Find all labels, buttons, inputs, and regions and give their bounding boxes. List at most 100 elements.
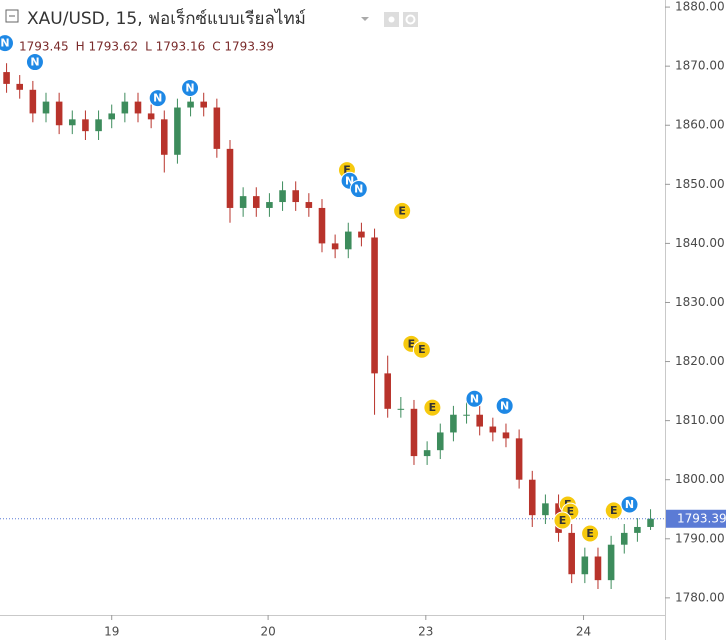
event-marker-label: N: [30, 56, 39, 69]
event-marker: [25, 53, 44, 72]
ohlc-legend: 1793.45 H 1793.62 L 1793.16 C 1793.39: [19, 40, 274, 54]
event-marker-label: N: [185, 82, 194, 95]
candle-body: [331, 243, 339, 250]
candle-body: [279, 190, 286, 203]
y-tick-label: 1870.00: [675, 59, 725, 73]
candle-body: [42, 101, 50, 114]
y-tick-label: 1790.00: [675, 531, 725, 545]
event-marker: [495, 396, 514, 415]
candle-body: [371, 237, 378, 374]
candle-body: [55, 101, 63, 126]
ohlc-value: 1793.45: [19, 40, 69, 54]
event-marker: [148, 89, 167, 108]
candle-body: [134, 101, 142, 114]
candle-body: [528, 479, 536, 516]
event-marker-label: E: [559, 514, 567, 527]
candle-body: [305, 202, 313, 208]
x-tick-label: 20: [260, 625, 275, 639]
candle-body: [121, 101, 129, 114]
candle-body: [515, 438, 523, 480]
event-marker: [393, 201, 412, 220]
event-marker: [181, 79, 200, 98]
event-marker: [581, 524, 600, 543]
candle-body: [68, 119, 76, 126]
event-marker-label: E: [586, 527, 594, 540]
last-price-label: 1793.39: [677, 511, 726, 525]
symbol-title: XAU/USD, 15, ฟอเร็กซ์แบบเรียลไทม์: [27, 7, 306, 29]
candle-body: [82, 119, 89, 132]
candle-body: [95, 119, 102, 132]
candle-body: [292, 190, 299, 203]
candle-body: [187, 101, 194, 108]
event-marker: [604, 501, 623, 520]
event-marker-label: N: [625, 498, 634, 511]
event-marker-label: E: [398, 204, 406, 217]
x-tick-label: 19: [104, 625, 119, 639]
candle-body: [384, 373, 391, 409]
candle-body: [3, 72, 10, 84]
y-tick-label: 1800.00: [675, 472, 725, 486]
candle-body: [29, 89, 37, 114]
event-marker: [0, 34, 14, 53]
ohlc-value: C 1793.39: [212, 40, 274, 54]
event-marker-label: E: [343, 164, 351, 177]
candle-body: [436, 432, 444, 451]
candle-body: [594, 556, 602, 581]
candle-body: [160, 119, 168, 155]
candle-body: [16, 83, 23, 90]
candle-body: [108, 113, 115, 120]
candle-body: [147, 113, 155, 120]
y-tick-label: 1810.00: [675, 413, 725, 427]
event-marker-label: E: [408, 337, 416, 350]
candle-body: [213, 107, 221, 149]
collapse-button[interactable]: [5, 9, 19, 23]
y-tick-label: 1850.00: [675, 177, 725, 191]
x-tick-label: 24: [576, 625, 591, 639]
candle-body: [266, 202, 273, 208]
y-tick-label: 1830.00: [675, 295, 725, 309]
event-marker-label: N: [0, 37, 9, 50]
candle-body: [252, 196, 260, 208]
x-tick-label: 23: [418, 625, 433, 639]
plot-area: NNNNENNEEEENNEEEEEN: [0, 34, 665, 590]
candle-body: [476, 414, 483, 427]
candle-body: [397, 408, 405, 410]
event-marker: [465, 389, 484, 408]
last-price-box: [666, 509, 726, 528]
candle-body: [423, 450, 431, 457]
y-tick-label: 1840.00: [675, 236, 725, 250]
y-tick-label: 1780.00: [675, 590, 725, 604]
event-marker: [412, 340, 431, 359]
candle-body: [581, 556, 589, 575]
y-tick-label: 1860.00: [675, 118, 725, 132]
event-marker: [349, 180, 368, 199]
event-marker-label: E: [418, 343, 426, 356]
candle-body: [647, 518, 654, 527]
ohlc-value: L 1793.16: [145, 40, 205, 54]
event-marker-label: N: [153, 92, 162, 105]
candle-body: [239, 196, 247, 208]
event-marker: [620, 495, 639, 514]
event-marker-label: E: [610, 504, 618, 517]
event-marker-label: N: [500, 399, 509, 412]
candle-body: [634, 526, 641, 533]
candle-body: [568, 532, 575, 575]
dropdown-caret[interactable]: [361, 17, 369, 21]
candle-body: [318, 207, 326, 244]
event-marker-label: N: [470, 392, 479, 405]
eye-icon: [388, 16, 395, 23]
event-marker-label: N: [354, 183, 363, 196]
settings-button[interactable]: [403, 12, 418, 27]
candle-body: [542, 503, 549, 516]
event-marker-label: E: [567, 505, 575, 518]
candle-body: [463, 414, 470, 416]
candle-body: [226, 148, 234, 208]
candle-body: [607, 544, 615, 581]
candle-body: [502, 432, 510, 439]
axes: 1780.00 1790.00 1800.00 1810.00 1820.00 1830.…: [104, 0, 726, 639]
candle-body: [174, 107, 181, 155]
ohlc-value: H 1793.62: [76, 40, 138, 54]
candle-body: [620, 532, 628, 545]
